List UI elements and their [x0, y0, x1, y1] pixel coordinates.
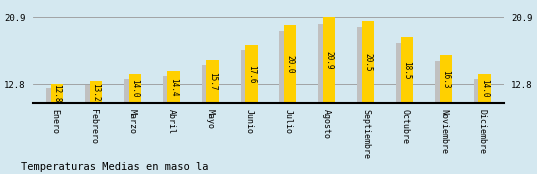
- Bar: [323, 17, 336, 174]
- Bar: [284, 25, 296, 174]
- Text: 14.4: 14.4: [169, 78, 178, 96]
- Text: 20.9: 20.9: [325, 51, 333, 69]
- Bar: [241, 50, 253, 174]
- Text: 20.5: 20.5: [364, 53, 373, 71]
- Bar: [245, 45, 258, 174]
- Text: 16.3: 16.3: [441, 70, 450, 88]
- Text: 17.6: 17.6: [247, 65, 256, 83]
- Bar: [474, 79, 486, 174]
- Bar: [124, 79, 136, 174]
- Bar: [90, 81, 102, 174]
- Text: 15.7: 15.7: [208, 72, 217, 91]
- Bar: [357, 27, 369, 174]
- Bar: [279, 31, 292, 174]
- Text: Temperaturas Medias en maso la: Temperaturas Medias en maso la: [21, 162, 209, 172]
- Text: 14.0: 14.0: [130, 80, 139, 98]
- Bar: [206, 60, 219, 174]
- Bar: [478, 74, 491, 174]
- Bar: [435, 61, 447, 174]
- Bar: [85, 85, 97, 174]
- Bar: [168, 71, 180, 174]
- Bar: [440, 55, 452, 174]
- Bar: [163, 76, 175, 174]
- Text: 12.8: 12.8: [53, 84, 62, 103]
- Text: 18.5: 18.5: [402, 61, 411, 79]
- Text: 13.2: 13.2: [91, 83, 100, 101]
- Bar: [362, 21, 374, 174]
- Text: 20.0: 20.0: [286, 55, 295, 73]
- Bar: [401, 37, 413, 174]
- Bar: [318, 24, 331, 174]
- Bar: [128, 74, 141, 174]
- Bar: [51, 84, 63, 174]
- Bar: [396, 43, 409, 174]
- Bar: [46, 88, 59, 174]
- Bar: [201, 65, 214, 174]
- Text: 14.0: 14.0: [480, 80, 489, 98]
